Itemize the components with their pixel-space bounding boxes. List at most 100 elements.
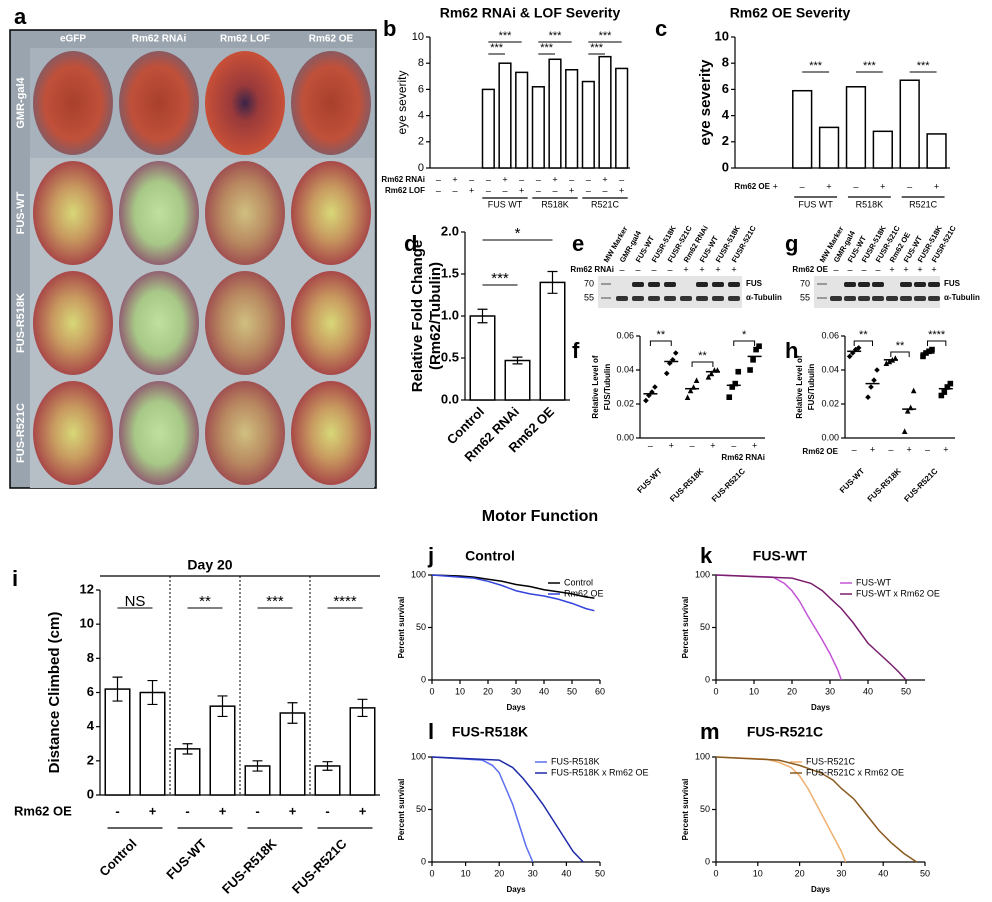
lane-sign: – [667,264,672,274]
error-bar [512,356,523,365]
group-label: R518K [541,199,569,209]
legend-label: FUS-WT x Rm62 OE [856,588,940,598]
significance-label: NS [125,593,146,610]
tubulin-band [844,296,856,301]
y-tick-label: 1.5 [441,265,459,280]
lane-sign: – [635,264,640,274]
y-tick-label: 10 [715,28,729,43]
y-tick-label: 10 [80,616,94,631]
significance-label: ** [896,340,905,352]
fus-band [632,282,644,287]
data-point [705,374,712,380]
x-axis-label: Days [506,885,526,894]
bar [349,707,376,796]
lane-sign: – [651,264,656,274]
legend-label: Control [564,577,593,587]
x-tick-label: 20 [795,868,805,878]
condition-sign: – [486,185,491,195]
condition-sign: + [710,440,715,450]
condition-sign: – [536,185,541,195]
condition-sign: – [586,174,591,184]
x-tick-label: 30 [825,686,835,696]
y-tick-label: 0 [421,674,426,684]
panel-label: c [655,16,667,41]
condition-sign: – [502,185,507,195]
chart-title: FUS-R521C [747,724,823,740]
marker-label: 70 [800,278,810,288]
y-axis-label: Relative Fold Change [409,240,426,393]
lane-sign: – [833,264,838,274]
significance-line [649,340,672,346]
panel-label: m [700,719,720,744]
bar [104,688,131,796]
data-point [726,394,733,400]
panel-label: i [12,566,18,591]
tubulin-band [632,296,644,301]
condition-sign: + [870,444,875,454]
survival-curve [431,756,534,863]
panel-label: d [404,231,417,256]
y-axis-label: FUS/Tubulin [603,364,612,411]
data-point [865,394,871,400]
condition-sign: + [934,181,939,191]
eye-image [205,381,285,485]
y-tick-label: 0 [418,162,424,174]
tubulin-band [616,296,628,301]
significance-line [733,340,756,346]
condition-sign: – [452,185,457,195]
panel-label: a [14,4,27,29]
bar [581,80,595,169]
data-point [874,367,880,373]
tubulin-band [728,296,740,301]
panel-label: f [572,338,580,363]
row-label: FUS-WT [15,191,27,234]
y-tick-label: 100 [411,569,426,579]
data-point [904,408,911,414]
significance-label: ** [199,593,211,610]
y-axis-label: Relative Level of [795,355,804,418]
condition-sign: – [486,174,491,184]
fus-band [872,282,884,287]
condition-sign: – [536,174,541,184]
bar [531,86,545,169]
data-point [750,357,756,363]
data-point [747,367,753,373]
condition-sign: – [800,181,805,191]
y-tick-label: 2 [418,136,424,148]
data-point [756,343,762,349]
blot-image [814,276,940,308]
y-tick-label: 0.00 [616,432,634,442]
significance-label: *** [863,60,877,72]
y-tick-label: 50 [416,804,426,814]
error-bar [287,702,298,724]
tubulin-band [712,296,724,301]
significance-label: * [515,225,521,242]
y-tick-label: 0.02 [821,398,839,408]
condition-sign: + [752,440,757,450]
data-point [871,377,877,383]
condition-sign: + [669,440,674,450]
significance-label: *** [590,42,604,54]
condition-sign: – [690,440,695,450]
condition-sign: + [359,803,367,818]
data-point [666,360,673,366]
bar [899,79,920,169]
condition-sign: + [289,803,297,818]
error-bar [147,679,158,706]
data-point [672,350,679,356]
bar [845,86,867,169]
x-tick-label: 10 [749,686,759,696]
eye-image [119,161,199,265]
significance-label: *** [917,60,931,72]
band-label: α-Tubulin [746,293,782,302]
y-axis-label: Percent survival [681,779,690,841]
condition-label: Rm62 OE [802,447,838,456]
y-tick-label: 0.04 [821,364,839,374]
tubulin-band [928,296,940,301]
y-axis-label: Relative Level of [591,355,600,418]
bar [872,130,893,169]
group-label: R521C [909,199,938,209]
condition-sign: – [853,181,858,191]
tubulin-band [830,296,842,301]
